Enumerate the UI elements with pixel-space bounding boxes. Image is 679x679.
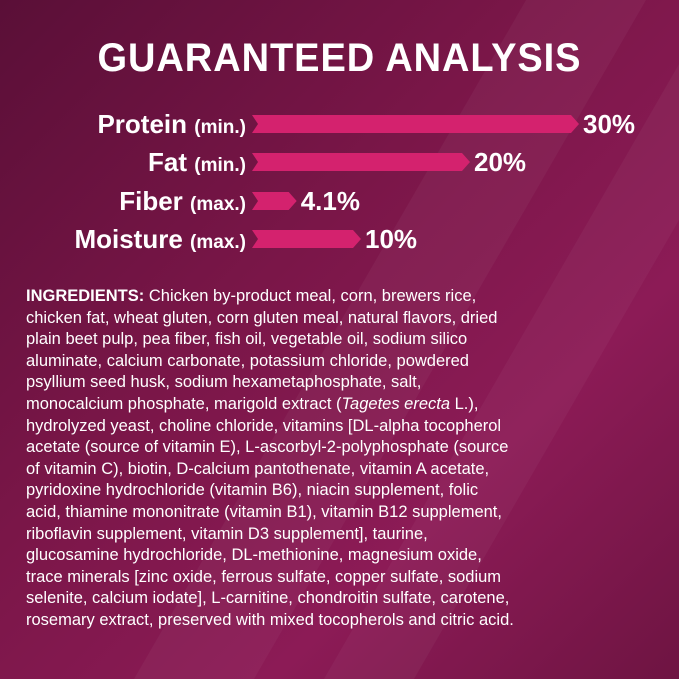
ingredients-line: acetate (source of vitamin E), L-ascorby… xyxy=(26,438,509,457)
category-label: Fiber (max.) xyxy=(119,186,246,220)
ingredients-line: acid, thiamine mononitrate (vitamin B1),… xyxy=(26,502,502,521)
value-label: 4.1% xyxy=(300,186,360,216)
category-label: Fat (min.) xyxy=(148,147,246,181)
category-name: Moisture xyxy=(74,224,183,254)
category-name: Fat xyxy=(148,147,188,177)
ingredients-line: selenite, calcium iodate], L-carnitine, … xyxy=(26,589,510,608)
ingredients-line: aluminate, calcium carbonate, potassium … xyxy=(26,351,469,370)
ingredients-line: of vitamin C), biotin, D-calcium pantoth… xyxy=(26,459,490,478)
page-title: GUARANTEED ANALYSIS xyxy=(97,36,582,80)
value-label: 10% xyxy=(365,224,418,254)
bar xyxy=(252,115,579,133)
category-name: Fiber xyxy=(119,186,183,216)
ingredients-text-span: monocalcium phosphate, marigold extract … xyxy=(26,394,342,413)
category-label: Moisture (max.) xyxy=(74,224,246,258)
chart-row: Moisture (max.) 10% xyxy=(0,224,679,254)
bar xyxy=(252,153,470,171)
value-label: 20% xyxy=(474,147,527,177)
value-label: 30% xyxy=(583,109,636,139)
chart-row: Fiber (max.) 4.1% xyxy=(0,186,679,216)
chart-row: Fat (min.) 20% xyxy=(0,147,679,177)
category-name: Protein xyxy=(97,109,188,139)
ingredients-line: rosemary extract, preserved with mixed t… xyxy=(26,610,514,629)
bar xyxy=(252,192,297,210)
ingredients-line: trace minerals [zinc oxide, ferrous sulf… xyxy=(26,567,502,586)
ingredients-line: hydrolyzed yeast, choline chloride, vita… xyxy=(26,416,502,435)
category-qualifier: (min.) xyxy=(194,155,246,176)
ingredients-line: INGREDIENTS: Chicken by-product meal, co… xyxy=(26,286,514,308)
ingredients-text-span: Chicken by-product meal, corn, brewers r… xyxy=(144,287,477,305)
category-qualifier: (max.) xyxy=(190,232,246,253)
category-qualifier: (min.) xyxy=(194,117,246,138)
ingredients-line: riboflavin supplement, vitamin D3 supple… xyxy=(26,524,428,543)
ingredients-line: monocalcium phosphate, marigold extract … xyxy=(26,394,514,416)
bar xyxy=(252,230,361,248)
ingredients-text-span: L.), xyxy=(450,394,479,413)
ingredients-line: psyllium seed husk, sodium hexametaphosp… xyxy=(26,373,422,392)
category-label: Protein (min.) xyxy=(97,109,246,143)
ingredients-italic: Tagetes erecta xyxy=(341,394,451,413)
ingredients-line: glucosamine hydrochloride, DL-methionine… xyxy=(26,546,482,565)
ingredients-heading: INGREDIENTS: xyxy=(26,287,145,305)
category-qualifier: (max.) xyxy=(190,194,246,215)
ingredients-line: plain beet pulp, pea fiber, fish oil, ve… xyxy=(26,330,468,349)
ingredients-text: INGREDIENTS: Chicken by-product meal, co… xyxy=(26,286,514,632)
chart-row: Protein (min.) 30% xyxy=(0,109,679,139)
ingredients-line: chicken fat, wheat gluten, corn gluten m… xyxy=(26,308,498,327)
ingredients-line: pyridoxine hydrochloride (vitamin B6), n… xyxy=(26,481,479,500)
